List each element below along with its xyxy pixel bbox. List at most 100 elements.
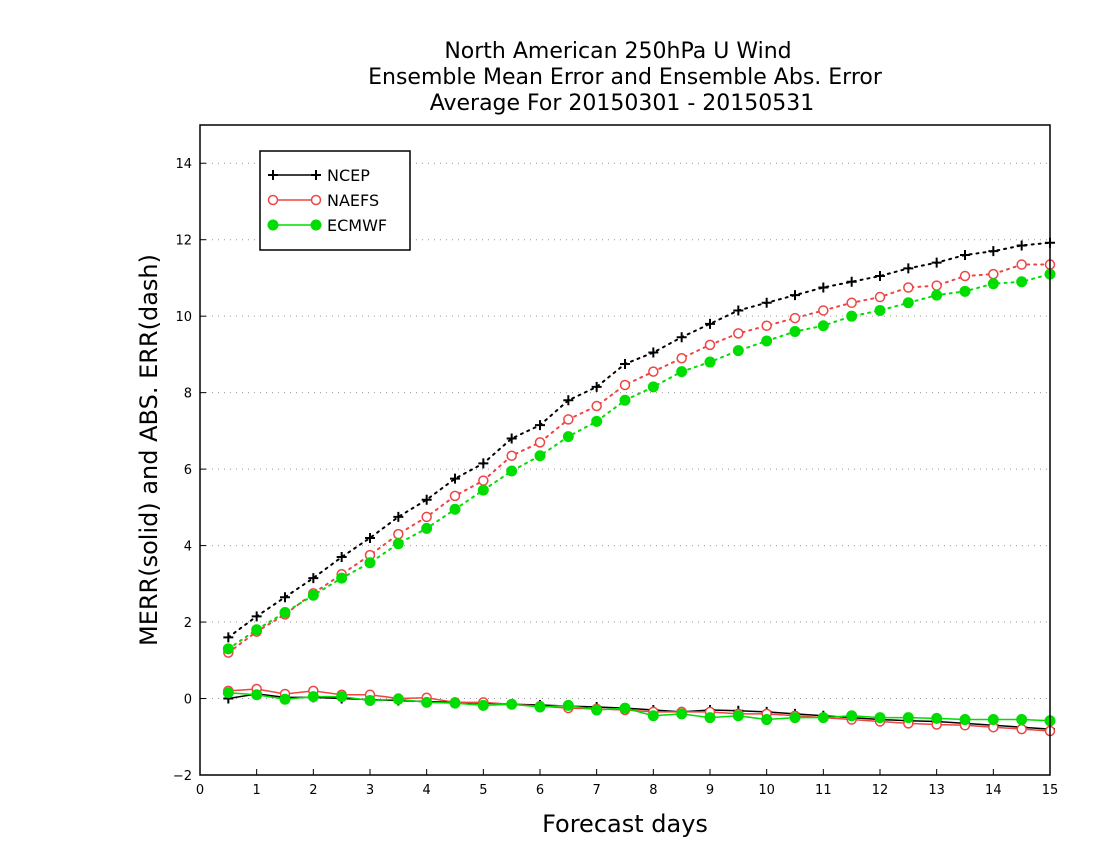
ncep-abs-error-point (336, 552, 347, 563)
ecmwf-mean-error-point (279, 693, 291, 705)
ecmwf-mean-error-point (477, 699, 489, 711)
ecmwf-abs-error-point (591, 415, 603, 427)
y-tick-label: 4 (184, 540, 192, 555)
ecmwf-mean-error-point (421, 696, 433, 708)
ecmwf-abs-error-point (789, 325, 801, 337)
ecmwf-abs-error-point (676, 366, 688, 378)
ecmwf-abs-error-point (959, 285, 971, 297)
y-tick-label: 2 (184, 616, 192, 631)
x-axis-label: Forecast days (542, 810, 708, 838)
ecmwf-mean-error-point (562, 699, 574, 711)
ecmwf-abs-error-point (222, 643, 234, 655)
ecmwf-abs-error-point (251, 624, 263, 636)
ecmwf-mean-error-point (846, 710, 858, 722)
y-tick-label: 6 (184, 463, 192, 478)
ecmwf-abs-error-point (562, 431, 574, 443)
ecmwf-abs-error-point (817, 320, 829, 332)
x-tick-label: 2 (309, 783, 317, 798)
naefs-abs-error-point (421, 511, 432, 523)
ecmwf-mean-error-point (704, 712, 716, 724)
naefs-abs-error-point (648, 366, 659, 377)
title-line-3: Average For 20150301 - 20150531 (430, 91, 815, 116)
naefs-abs-error-point (789, 312, 801, 324)
ecmwf-mean-error-point (251, 689, 263, 701)
naefs-abs-error-point (563, 414, 574, 425)
ecmwf-abs-error-point (449, 503, 461, 515)
y-tick-label: 12 (175, 234, 192, 249)
x-tick-label: 4 (423, 783, 431, 798)
ecmwf-mean-error-point (506, 698, 518, 710)
chart-title: North American 250hPa U Wind Ensemble Me… (368, 39, 883, 116)
ncep-abs-error-point (393, 511, 404, 522)
ecmwf-mean-error-point (987, 714, 999, 726)
legend-box (259, 150, 411, 251)
y-tick-label: −2 (173, 769, 192, 784)
naefs-abs-error-point (988, 268, 999, 280)
ncep-abs-error-point (790, 290, 800, 301)
x-tick-label: 1 (253, 783, 261, 798)
x-tick-label: 0 (196, 783, 204, 798)
y-axis: −2 0 2 4 6 8 10 12 14 (173, 157, 206, 784)
title-line-1: North American 250hPa U Wind (444, 39, 791, 64)
y-axis-label: MERR(solid) and ABS. ERR(dash) (135, 254, 163, 646)
ncep-abs-error-point (846, 276, 857, 287)
ncep-abs-error-line (227, 241, 1051, 639)
legend-marker-naefs (310, 194, 322, 206)
y-tick-label: 14 (175, 157, 192, 172)
ecmwf-mean-error-point (336, 691, 348, 703)
x-tick-label: 15 (1042, 783, 1059, 798)
ncep-abs-error-point (931, 257, 942, 268)
x-tick-label: 8 (649, 783, 657, 798)
naefs-abs-error-point (619, 379, 631, 391)
title-line-2: Ensemble Mean Error and Ensemble Abs. Er… (368, 65, 883, 90)
naefs-abs-error-point (591, 400, 602, 412)
ecmwf-mean-error-point (619, 702, 631, 714)
ncep-abs-error-point (450, 473, 460, 484)
ncep-abs-error-point (620, 358, 630, 369)
ecmwf-abs-error-point (647, 381, 659, 393)
ecmwf-abs-error-point (392, 538, 404, 550)
x-tick-label: 7 (593, 783, 601, 798)
ncep-abs-error-point (308, 573, 319, 584)
naefs-abs-error-point (534, 437, 546, 448)
ncep-abs-error-point (591, 381, 602, 392)
naefs-abs-error-point (506, 450, 517, 461)
ecmwf-abs-error-point (279, 607, 291, 618)
series-lines (222, 237, 1056, 737)
legend-marker-ecmwf (310, 219, 322, 231)
ecmwf-abs-error-point (902, 297, 914, 309)
ncep-abs-error-point (818, 282, 829, 293)
naefs-abs-error-line (227, 263, 1051, 654)
x-tick-label: 5 (479, 783, 487, 798)
ncep-abs-error-point (733, 305, 744, 316)
ncep-abs-error-point (563, 395, 574, 406)
ecmwf-mean-error-point (222, 687, 234, 699)
legend-marker-ecmwf (267, 219, 279, 231)
ecmwf-abs-error-point (336, 572, 348, 584)
ncep-abs-error-point (223, 632, 234, 643)
legend-label-ncep: NCEP (327, 166, 370, 185)
ecmwf-mean-error-point (307, 691, 319, 703)
naefs-abs-error-point (818, 305, 829, 316)
ecmwf-abs-error-point (477, 484, 489, 496)
naefs-abs-error-point (676, 352, 687, 364)
ecmwf-mean-error-point (1016, 714, 1028, 726)
ecmwf-mean-error-point (364, 694, 376, 706)
ncep-abs-error-point (903, 263, 914, 274)
ncep-abs-error-point (280, 592, 290, 603)
ncep-abs-error-point (365, 532, 375, 543)
ecmwf-mean-error-point (449, 697, 461, 709)
ecmwf-mean-error-point (591, 704, 603, 716)
naefs-abs-error-point (478, 475, 489, 486)
ecmwf-abs-error-line (227, 273, 1051, 650)
ncep-abs-error-point (875, 271, 885, 282)
ecmwf-mean-error-point (817, 712, 829, 724)
ecmwf-abs-error-point (874, 304, 886, 316)
ncep-abs-error-point (705, 318, 715, 329)
naefs-abs-error-point (1016, 259, 1027, 270)
ecmwf-abs-error-point (1016, 276, 1028, 288)
naefs-abs-error-point (874, 291, 886, 303)
ncep-abs-error-point (535, 420, 545, 431)
ecmwf-abs-error-point (506, 465, 518, 477)
